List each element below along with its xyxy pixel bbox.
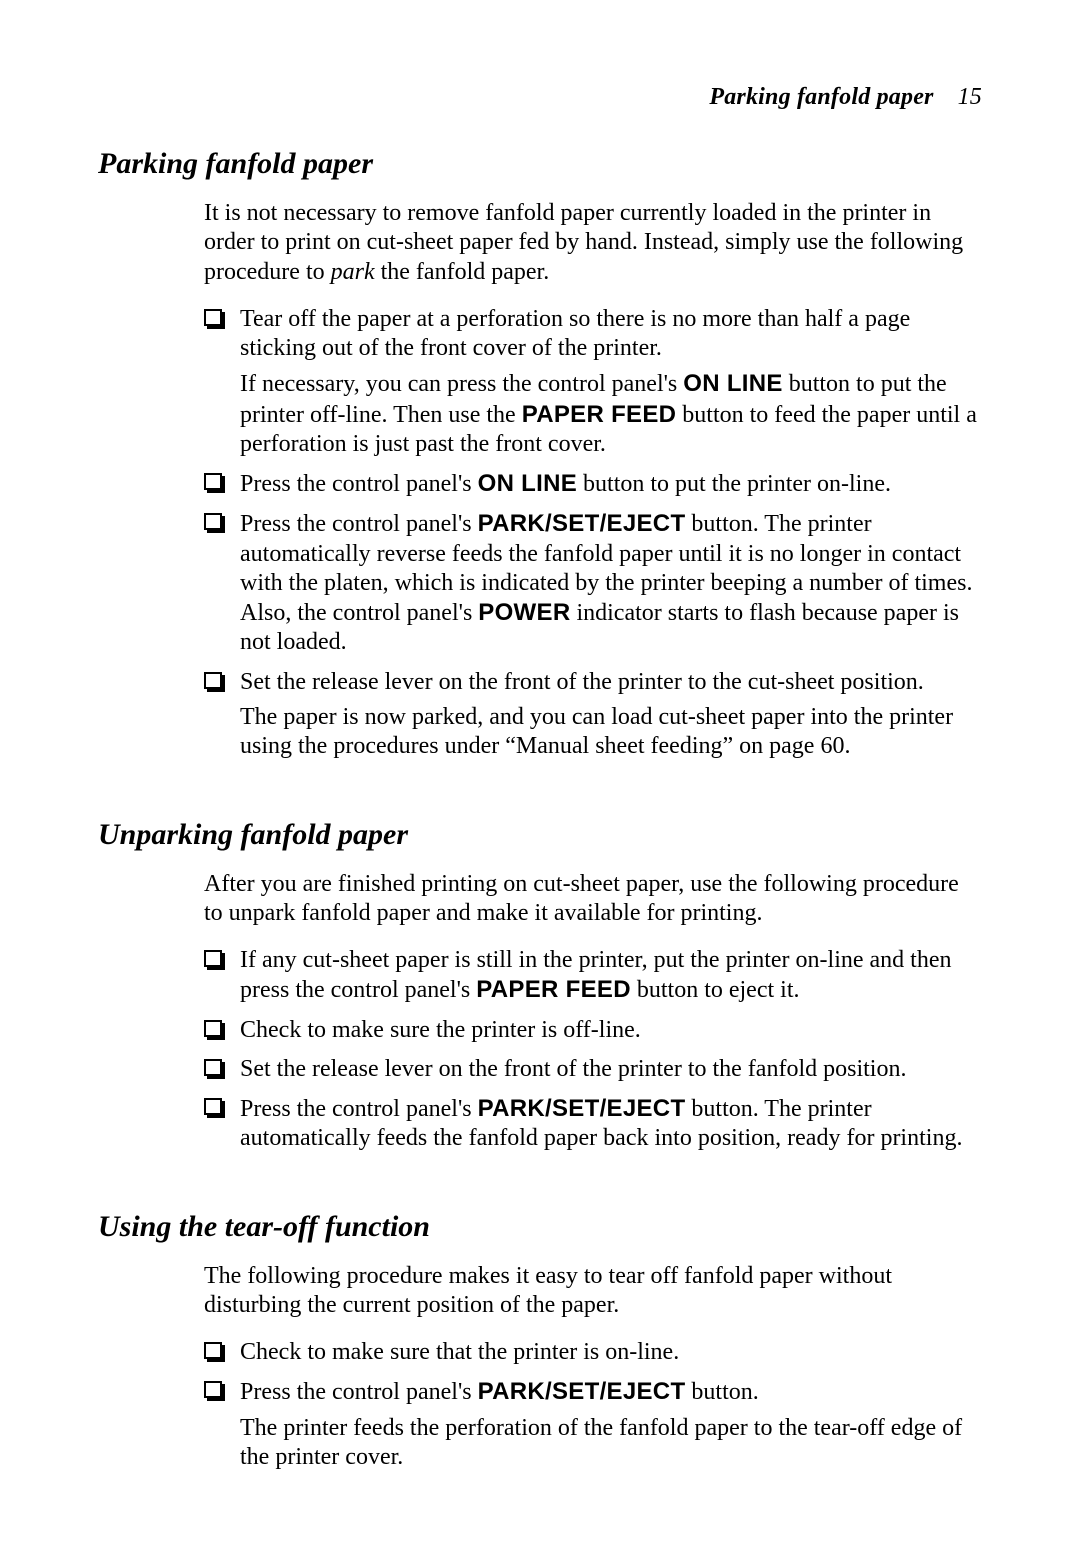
running-title: Parking fanfold paper	[709, 84, 933, 110]
section-parking: Parking fanfold paper It is not necessar…	[98, 147, 982, 762]
list-item-text: Set the release lever on the front of th…	[240, 669, 924, 695]
checklist: Check to make sure that the printer is o…	[204, 1338, 982, 1472]
section-body: It is not necessary to remove fanfold pa…	[204, 199, 982, 762]
list-item-text: Set the release lever on the front of th…	[240, 1056, 906, 1082]
checklist: Tear off the paper at a perforation so t…	[204, 305, 982, 762]
list-item-text: Press the control panel's PARK/SET/EJECT…	[240, 1096, 962, 1151]
list-item-text: Press the control panel's ON LINE button…	[240, 471, 891, 497]
list-item: Set the release lever on the front of th…	[204, 1055, 982, 1084]
section-tearoff: Using the tear-off function The followin…	[98, 1210, 982, 1473]
running-header: Parking fanfold paper 15	[98, 84, 982, 111]
checklist: If any cut-sheet paper is still in the p…	[204, 946, 982, 1154]
page: Parking fanfold paper 15 Parking fanfold …	[0, 0, 1080, 1562]
list-item-followup: The paper is now parked, and you can loa…	[240, 703, 982, 762]
list-item: Press the control panel's ON LINE button…	[204, 469, 982, 499]
intro-paragraph: It is not necessary to remove fanfold pa…	[204, 199, 982, 287]
list-item-followup: If necessary, you can press the control …	[240, 369, 982, 459]
list-item: Press the control panel's PARK/SET/EJECT…	[204, 1094, 982, 1154]
intro-paragraph: The following procedure makes it easy to…	[204, 1262, 982, 1321]
intro-paragraph: After you are finished printing on cut-s…	[204, 870, 982, 929]
section-body: After you are finished printing on cut-s…	[204, 870, 982, 1154]
list-item: If any cut-sheet paper is still in the p…	[204, 946, 982, 1006]
list-item-text: Check to make sure that the printer is o…	[240, 1339, 679, 1365]
list-item: Press the control panel's PARK/SET/EJECT…	[204, 1377, 982, 1472]
page-number: 15	[958, 84, 982, 110]
section-title: Parking fanfold paper	[98, 147, 982, 181]
list-item-text: Tear off the paper at a perforation so t…	[240, 306, 910, 361]
section-body: The following procedure makes it easy to…	[204, 1262, 982, 1473]
list-item: Set the release lever on the front of th…	[204, 668, 982, 762]
list-item: Tear off the paper at a perforation so t…	[204, 305, 982, 459]
section-title: Using the tear-off function	[98, 1210, 982, 1244]
section-unparking: Unparking fanfold paper After you are fi…	[98, 818, 982, 1154]
list-item: Check to make sure the printer is off-li…	[204, 1016, 982, 1045]
list-item-followup: The printer feeds the perforation of the…	[240, 1414, 982, 1473]
list-item-text: Check to make sure the printer is off-li…	[240, 1017, 641, 1043]
list-item-text: Press the control panel's PARK/SET/EJECT…	[240, 511, 972, 655]
list-item-text: Press the control panel's PARK/SET/EJECT…	[240, 1379, 759, 1405]
list-item: Press the control panel's PARK/SET/EJECT…	[204, 509, 982, 657]
list-item-text: If any cut-sheet paper is still in the p…	[240, 947, 952, 1003]
list-item: Check to make sure that the printer is o…	[204, 1338, 982, 1367]
section-title: Unparking fanfold paper	[98, 818, 982, 852]
